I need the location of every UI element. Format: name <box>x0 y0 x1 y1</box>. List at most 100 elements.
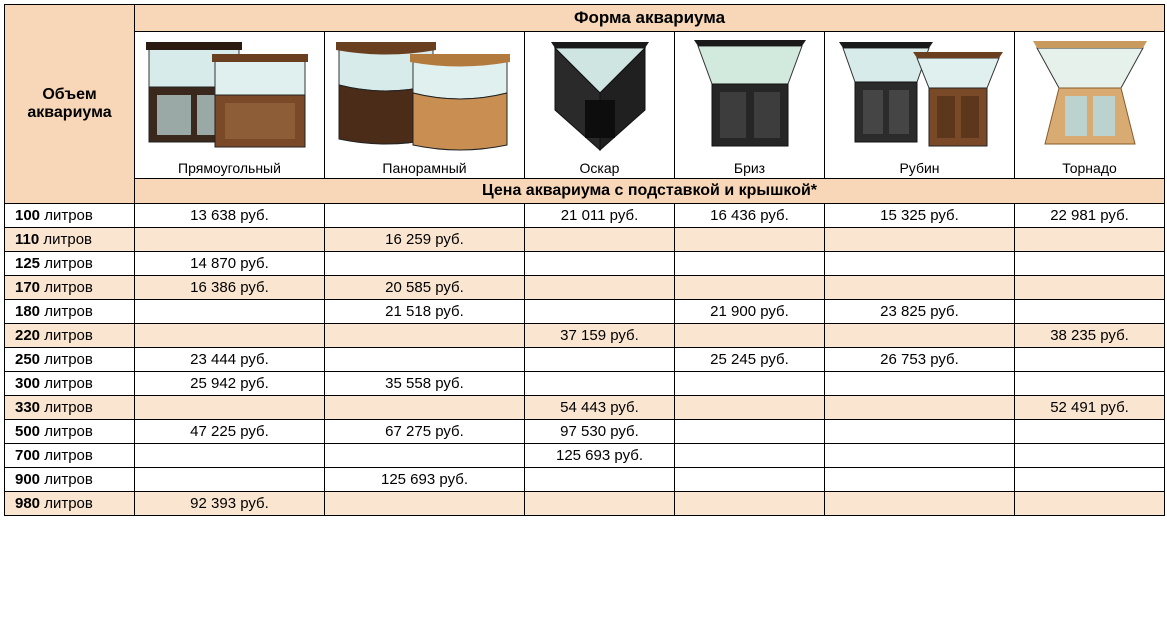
price-cell: 37 159 руб. <box>525 324 675 348</box>
price-cell: 67 275 руб. <box>325 420 525 444</box>
price-value: 14 870 <box>190 255 236 272</box>
price-cell <box>525 468 675 492</box>
currency-label: руб. <box>610 423 639 440</box>
price-header: Цена аквариума с подставкой и крышкой* <box>135 179 1165 204</box>
volume-unit: литров <box>44 351 93 368</box>
currency-label: руб. <box>930 351 959 368</box>
volume-cell: 100 литров <box>5 204 135 228</box>
table-row: 180 литров21 518 руб.21 900 руб.23 825 р… <box>5 300 1165 324</box>
currency-label: руб. <box>435 423 464 440</box>
volume-cell: 900 литров <box>5 468 135 492</box>
price-cell: 26 753 руб. <box>825 348 1015 372</box>
price-cell <box>1015 300 1165 324</box>
volume-unit: литров <box>44 303 93 320</box>
aquarium-illustration <box>327 36 522 156</box>
price-cell <box>325 324 525 348</box>
price-value: 22 981 <box>1050 207 1096 224</box>
price-cell <box>675 420 825 444</box>
price-value: 21 011 <box>561 207 606 224</box>
shape-cell: Бриз <box>675 32 825 179</box>
price-cell <box>675 324 825 348</box>
price-value: 67 275 <box>385 423 431 440</box>
price-cell <box>1015 228 1165 252</box>
currency-label: руб. <box>240 495 269 512</box>
volume-cell: 170 литров <box>5 276 135 300</box>
currency-label: руб. <box>930 207 959 224</box>
price-cell <box>675 396 825 420</box>
aquarium-illustration <box>527 36 672 156</box>
volume-number: 700 <box>15 447 40 464</box>
price-cell: 23 444 руб. <box>135 348 325 372</box>
price-cell <box>1015 468 1165 492</box>
currency-label: руб. <box>1100 207 1129 224</box>
shape-cell: Оскар <box>525 32 675 179</box>
price-cell <box>135 396 325 420</box>
aquarium-illustration <box>827 36 1012 156</box>
price-cell <box>525 252 675 276</box>
price-cell <box>825 492 1015 516</box>
price-cell: 25 245 руб. <box>675 348 825 372</box>
price-cell <box>1015 252 1165 276</box>
price-cell: 125 693 руб. <box>525 444 675 468</box>
price-cell <box>825 420 1015 444</box>
price-cell: 54 443 руб. <box>525 396 675 420</box>
currency-label: руб. <box>240 207 269 224</box>
price-value: 125 693 <box>556 447 610 464</box>
price-cell <box>1015 420 1165 444</box>
volume-unit: литров <box>44 207 93 224</box>
volume-unit: литров <box>44 399 93 416</box>
price-cell <box>525 300 675 324</box>
currency-label: руб. <box>610 207 639 224</box>
volume-number: 110 <box>15 231 39 248</box>
price-cell: 21 900 руб. <box>675 300 825 324</box>
currency-label: руб. <box>760 207 789 224</box>
volume-number: 500 <box>15 423 40 440</box>
shape-label: Рубин <box>827 160 1012 176</box>
currency-label: руб. <box>240 279 269 296</box>
price-cell <box>825 396 1015 420</box>
price-value: 16 259 <box>385 231 431 248</box>
price-value: 47 225 <box>190 423 236 440</box>
price-cell <box>325 348 525 372</box>
currency-label: руб. <box>610 327 639 344</box>
price-value: 21 900 <box>710 303 756 320</box>
price-value: 35 558 <box>385 375 431 392</box>
price-cell <box>675 228 825 252</box>
volume-cell: 125 литров <box>5 252 135 276</box>
volume-number: 180 <box>15 303 40 320</box>
price-cell <box>525 348 675 372</box>
price-cell <box>135 228 325 252</box>
price-cell <box>525 228 675 252</box>
table-row: 980 литров92 393 руб. <box>5 492 1165 516</box>
shape-label: Прямоугольный <box>137 160 322 176</box>
volume-number: 100 <box>15 207 40 224</box>
price-cell <box>135 468 325 492</box>
shape-cell: Рубин <box>825 32 1015 179</box>
price-cell <box>525 276 675 300</box>
volume-number: 900 <box>15 471 40 488</box>
aquarium-illustration <box>1017 36 1162 156</box>
aquarium-illustration <box>677 36 822 156</box>
price-cell <box>1015 492 1165 516</box>
volume-cell: 180 литров <box>5 300 135 324</box>
currency-label: руб. <box>439 471 468 488</box>
currency-label: руб. <box>1100 399 1129 416</box>
price-cell: 47 225 руб. <box>135 420 325 444</box>
volume-unit: литров <box>44 447 93 464</box>
price-cell <box>135 300 325 324</box>
volume-unit: литров <box>44 255 93 272</box>
aquarium-illustration <box>137 36 322 156</box>
price-value: 25 942 <box>190 375 236 392</box>
volume-header: Объем аквариума <box>5 5 135 204</box>
volume-unit: литров <box>43 231 92 248</box>
price-cell: 22 981 руб. <box>1015 204 1165 228</box>
price-cell <box>825 444 1015 468</box>
volume-number: 125 <box>15 255 40 272</box>
table-row: 330 литров54 443 руб.52 491 руб. <box>5 396 1165 420</box>
price-value: 16 386 <box>190 279 236 296</box>
price-cell <box>675 276 825 300</box>
price-value: 23 444 <box>190 351 236 368</box>
price-cell: 21 011 руб. <box>525 204 675 228</box>
table-row: 220 литров37 159 руб.38 235 руб. <box>5 324 1165 348</box>
price-value: 15 325 <box>880 207 926 224</box>
